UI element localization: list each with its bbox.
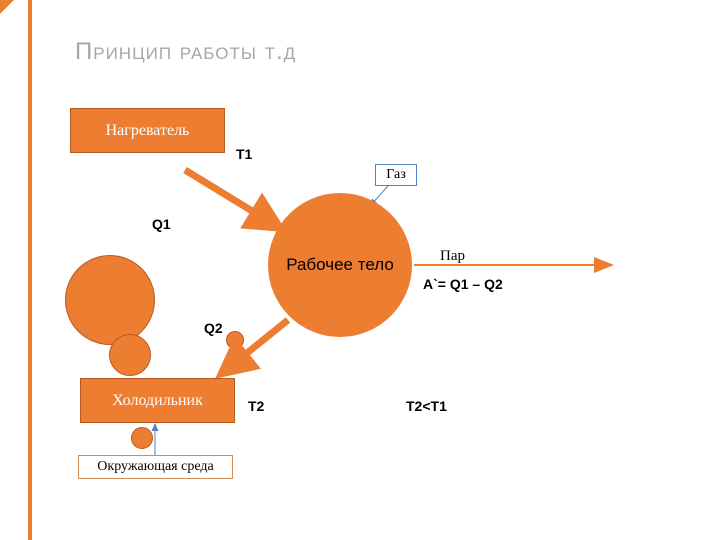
deco-circle-2 [226,331,244,349]
corner-accent [0,0,14,14]
env-label: Окружающая среда [97,459,213,475]
label-A: A`= Q1 – Q2 [423,276,503,292]
label-T2: T2 [248,398,264,414]
deco-circle-1 [109,334,151,376]
label-T1: T1 [236,146,252,162]
gas-label: Газ [386,167,406,183]
heater-label: Нагреватель [106,122,190,140]
accent-bar [28,0,32,540]
deco-circle-3 [131,427,153,449]
working-body-node: Рабочее тело [268,193,412,337]
cooler-label: Холодильник [112,392,203,410]
cooler-node: Холодильник [80,378,235,423]
deco-circle-0 [65,255,155,345]
label-Q2: Q2 [204,320,223,336]
slide-stage: Принцип работы т.д Нагреватель Холодильн… [0,0,720,540]
arrow-q1 [185,170,275,225]
label-T2LT: T2<T1 [406,398,447,414]
gas-callout-box: Газ [375,164,417,186]
heater-node: Нагреватель [70,108,225,153]
label-Q1: Q1 [152,216,171,232]
slide-title: Принцип работы т.д [75,38,296,66]
working-body-label: Рабочее тело [278,255,402,275]
env-callout-box: Окружающая среда [78,455,233,479]
label-par: Пар [440,248,465,265]
